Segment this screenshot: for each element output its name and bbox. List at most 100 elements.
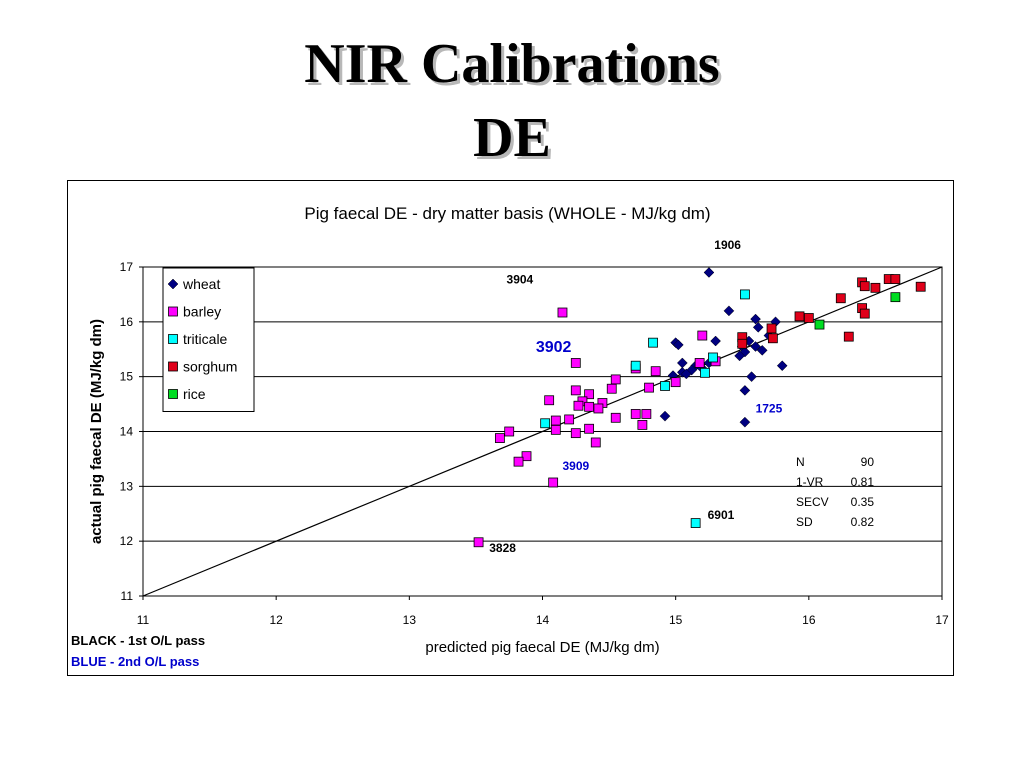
data-point-barley <box>494 433 505 443</box>
data-point-wheat <box>752 321 764 333</box>
data-point-wheat <box>672 339 684 351</box>
data-point-wheat <box>710 335 721 347</box>
chart-frame: Pig faecal DE - dry matter basis (WHOLE … <box>67 180 954 676</box>
stat-value: 0.35 <box>851 495 875 509</box>
chart-title: Pig faecal DE - dry matter basis (WHOLE … <box>304 204 710 223</box>
data-point-triticale <box>630 360 641 371</box>
data-point-sorghum <box>859 308 870 319</box>
data-point-barley <box>637 420 648 430</box>
stat-value: 90 <box>861 455 875 469</box>
data-point-barley <box>513 456 524 467</box>
data-point-sorghum <box>803 313 814 323</box>
scatter-chart: Pig faecal DE - dry matter basis (WHOLE … <box>71 204 949 669</box>
slide-subtitle: DE <box>473 107 551 169</box>
data-point-sorghum <box>794 311 805 322</box>
point-annotation: 1725 <box>756 401 783 415</box>
data-point-wheat <box>750 341 761 352</box>
data-point-sorghum <box>835 293 846 304</box>
data-point-barley <box>670 377 681 388</box>
data-point-sorghum <box>859 281 870 292</box>
data-point-wheat <box>746 371 757 383</box>
data-point-sorghum <box>870 282 881 293</box>
data-point-wheat <box>750 313 761 325</box>
data-point-barley <box>610 412 621 423</box>
x-tick-label: 14 <box>536 613 550 627</box>
data-point-triticale <box>660 381 670 391</box>
point-annotation: 3902 <box>536 339 572 356</box>
data-point-wheat <box>734 350 745 362</box>
x-tick-label: 17 <box>935 613 949 627</box>
x-tick-label: 12 <box>269 613 283 627</box>
x-axis-label: predicted pig faecal DE (MJ/kg dm) <box>425 639 659 656</box>
data-point-barley <box>584 389 595 400</box>
x-tick-label: 11 <box>137 613 150 627</box>
data-point-rice <box>814 319 825 330</box>
data-point-barley <box>606 383 617 394</box>
data-point-barley <box>550 415 561 426</box>
point-annotation: 6901 <box>708 508 735 522</box>
stat-label: SD <box>796 515 813 529</box>
data-point-barley <box>584 401 595 412</box>
data-point-triticale <box>540 418 551 429</box>
point-annotation: 1906 <box>714 238 741 252</box>
data-point-barley <box>584 423 595 434</box>
plot-area <box>142 266 943 597</box>
data-point-wheat <box>756 344 768 356</box>
data-point-triticale <box>690 518 701 528</box>
data-point-barley <box>564 414 575 425</box>
y-tick-label: 12 <box>120 534 134 548</box>
stat-label: 1-VR <box>796 475 824 489</box>
data-point-barley <box>544 395 555 406</box>
data-point-triticale <box>648 337 658 348</box>
x-tick-label: 16 <box>802 613 816 627</box>
y-tick-label: 14 <box>120 425 134 439</box>
footnote: BLUE - 2nd O/L pass <box>71 654 199 669</box>
legend-marker-barley <box>168 306 178 317</box>
point-annotation: 3828 <box>489 541 516 555</box>
data-point-barley <box>570 428 581 439</box>
y-axis-label: actual pig faecal DE (MJ/kg dm) <box>88 319 105 544</box>
data-point-sorghum <box>890 274 901 284</box>
data-point-barley <box>573 400 584 411</box>
legend-label-sorghum: sorghum <box>183 359 237 375</box>
y-tick-label: 15 <box>120 370 134 384</box>
data-point-barley <box>590 437 601 448</box>
data-point-barley <box>630 409 641 419</box>
x-tick-label: 13 <box>403 613 417 627</box>
data-point-wheat <box>776 360 788 372</box>
data-point-wheat <box>680 368 692 380</box>
stat-label: N <box>796 455 805 469</box>
data-point-rice <box>890 292 901 303</box>
legend-label-triticale: triticale <box>183 331 228 347</box>
x-tick-label: 15 <box>669 613 683 627</box>
footnote: BLACK - 1st O/L pass <box>71 633 205 648</box>
data-point-barley <box>570 385 581 396</box>
legend-marker-rice <box>168 389 178 399</box>
data-point-wheat <box>676 357 688 369</box>
data-point-wheat <box>723 305 735 317</box>
point-annotation: 3904 <box>507 272 534 286</box>
stat-value: 0.81 <box>851 475 875 489</box>
legend-label-wheat: wheat <box>182 276 220 292</box>
data-point-triticale <box>708 352 718 363</box>
legend-label-barley: barley <box>183 304 221 320</box>
data-point-barley <box>694 358 705 368</box>
legend-marker-sorghum <box>168 361 178 372</box>
data-point-barley <box>504 426 515 437</box>
y-tick-label: 13 <box>120 479 134 493</box>
data-point-triticale <box>740 289 750 300</box>
data-point-barley <box>641 409 652 419</box>
slide-title: NIR Calibrations <box>304 33 720 95</box>
data-point-sorghum <box>766 323 777 334</box>
data-point-wheat <box>739 385 751 396</box>
data-point-triticale <box>700 367 710 378</box>
data-point-wheat <box>703 267 715 278</box>
data-point-barley <box>644 382 654 393</box>
data-point-sorghum <box>737 338 748 349</box>
data-point-sorghum <box>767 333 778 344</box>
data-point-barley <box>650 366 661 377</box>
data-point-barley <box>550 424 561 435</box>
data-point-barley <box>548 477 559 488</box>
y-tick-label: 16 <box>120 315 134 329</box>
data-point-barley <box>473 537 484 548</box>
